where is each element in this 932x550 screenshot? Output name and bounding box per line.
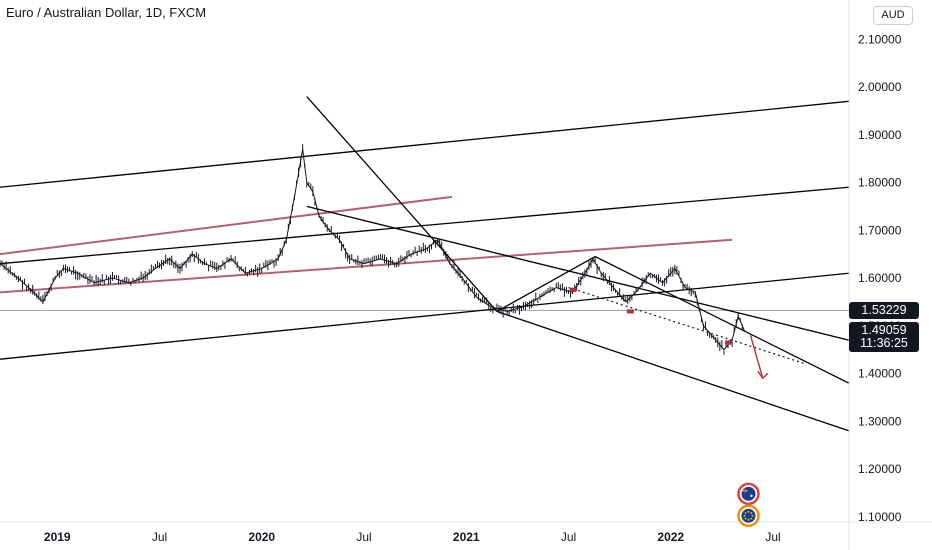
- y-tick-label: 1.70000: [858, 223, 902, 237]
- pivot-marker: [626, 309, 634, 314]
- projection-arrow: [749, 335, 764, 379]
- australia-flag-icon[interactable]: [737, 482, 760, 506]
- y-tick-label: 2.00000: [858, 80, 902, 94]
- dotted-projection-line: [568, 286, 806, 365]
- trendline: [0, 100, 849, 188]
- x-tick-label: Jul: [561, 530, 576, 544]
- y-tick-label: 1.80000: [858, 176, 902, 190]
- event-flag: [741, 508, 756, 523]
- y-tick-label: 1.60000: [858, 271, 902, 285]
- annotations: [569, 287, 769, 528]
- x-tick-label: Jul: [152, 530, 167, 544]
- y-tick-label: 1.30000: [858, 414, 902, 428]
- event-flag: [741, 486, 756, 501]
- flag-star: [750, 512, 753, 514]
- y-tick-label: 1.10000: [858, 510, 902, 524]
- price-axis[interactable]: 2.10000 2.00000 1.90000 1.80000 1.70000 1.600…: [858, 32, 902, 524]
- price-level-tag: 1.53229: [849, 301, 919, 319]
- x-tick-label: Jul: [765, 530, 780, 544]
- y-tick-label: 1.20000: [858, 462, 902, 476]
- symbol-title[interactable]: Euro / Australian Dollar, 1D, FXCM: [6, 5, 207, 20]
- trendline: [306, 96, 498, 312]
- flag-star: [747, 510, 750, 513]
- trendline: [496, 310, 849, 432]
- trendline: [0, 272, 849, 360]
- price-series: [0, 144, 745, 355]
- time-axis[interactable]: 2019 Jul 2020 Jul 2021 Jul 2022 Jul: [44, 530, 781, 544]
- flag-star: [744, 512, 747, 514]
- last-price-tag: 1.49059: [849, 321, 919, 339]
- eu-flag-icon[interactable]: [737, 504, 760, 528]
- y-tick-label: 1.40000: [858, 367, 902, 381]
- trendlines: [0, 96, 849, 432]
- trendline: [496, 255, 596, 312]
- flag-star: [751, 514, 754, 517]
- projection-arrow-head: [757, 370, 769, 380]
- currency-button[interactable]: AUD: [873, 6, 913, 25]
- y-tick-label: 2.10000: [858, 32, 902, 46]
- x-tick-label: 2021: [453, 530, 480, 544]
- flag-star: [744, 517, 747, 520]
- countdown-tag: 11:36:25: [849, 335, 919, 353]
- price-line: [0, 148, 745, 351]
- x-tick-label: 2022: [657, 530, 684, 544]
- pivot-marker: [569, 287, 577, 292]
- flag-star: [747, 518, 750, 521]
- x-tick-label: Jul: [356, 530, 371, 544]
- x-tick-label: 2019: [44, 530, 71, 544]
- flag-star: [750, 517, 753, 520]
- y-tick-label: 1.90000: [858, 128, 902, 142]
- trendline: [594, 255, 849, 384]
- trendline: [0, 186, 849, 265]
- trendline: [0, 238, 733, 294]
- pivot-marker: [725, 340, 733, 345]
- x-tick-label: 2020: [248, 530, 275, 544]
- trendline: [306, 205, 849, 341]
- flag-star: [743, 514, 746, 517]
- flag-star: [750, 494, 753, 498]
- trendline: [0, 195, 453, 256]
